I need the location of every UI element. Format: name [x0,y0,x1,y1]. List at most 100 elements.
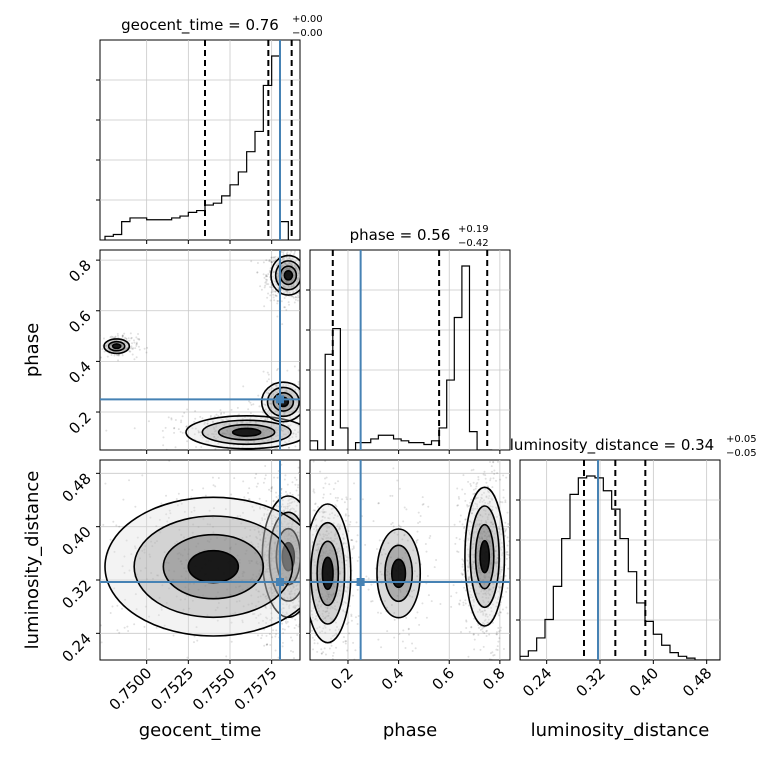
sample-point [100,641,103,644]
sample-point [281,567,284,570]
xlabel-luminosity-distance: luminosity_distance [531,720,710,741]
sample-point [321,559,324,562]
sample-point [482,592,485,595]
sample-point [293,407,296,410]
sample-point [285,384,288,387]
sample-point [367,577,370,580]
sample-point [480,590,483,593]
sample-point [485,613,488,616]
sample-point [288,533,291,536]
sample-point [288,504,291,507]
sample-point [325,615,328,618]
sample-point [416,530,419,533]
sample-point [288,396,291,399]
sample-point [335,646,338,649]
sample-point [242,385,245,388]
sample-point [468,531,471,534]
sample-point [263,276,266,279]
sample-point [117,354,120,357]
sample-point [281,265,284,268]
sample-point [318,598,321,601]
sample-point [301,259,303,261]
sample-point [257,436,260,439]
sample-point [230,493,233,496]
sample-point [325,610,328,613]
sample-point [280,487,283,490]
sample-point [294,260,297,263]
sample-point [319,554,322,557]
sample-point [346,508,349,511]
sample-point [342,610,345,613]
sample-point [331,607,334,610]
sample-point [260,416,263,419]
sample-point [276,434,279,437]
sample-point [302,566,304,568]
sample-point [112,520,115,523]
sample-point [338,572,341,575]
sample-point [487,661,489,663]
sample-point [292,536,295,539]
sample-point [326,552,329,555]
sample-point [281,525,284,528]
sample-point [273,567,276,570]
sample-point [270,612,273,615]
sample-point [314,507,316,509]
sample-point [274,546,277,549]
sample-point [478,567,481,570]
sample-point [335,567,338,570]
sample-point [291,279,294,282]
sample-point [345,590,348,593]
sample-point [125,337,128,340]
sample-point [347,621,350,624]
sample-point [398,487,401,490]
sample-point [281,274,284,277]
sample-point [297,261,300,264]
sample-point [229,593,232,596]
sample-point [471,543,474,546]
sample-point [492,586,495,589]
sample-point [150,540,153,543]
sample-point [269,587,272,590]
sample-point [249,420,252,423]
sample-point [194,410,197,413]
sample-point [329,598,332,601]
sample-point [335,625,338,628]
sample-point [269,402,272,405]
sample-point [177,492,180,495]
sample-point [493,469,496,472]
sample-point [291,436,294,439]
sample-point [178,551,181,554]
sample-point [281,257,284,260]
sample-point [300,511,302,513]
sample-point [496,455,498,457]
sample-point [266,553,269,556]
sample-point [482,613,485,616]
sample-point [255,485,258,488]
sample-point [304,613,306,615]
sample-point [291,245,293,247]
sample-point [290,501,293,504]
sample-point [494,562,497,565]
sample-point [476,505,479,508]
sample-point [381,553,384,556]
sample-point [282,407,285,410]
sample-point [333,576,336,579]
sample-point [487,600,490,603]
sample-point [128,479,131,482]
sample-point [265,570,268,573]
sample-point [409,566,412,569]
sample-point [286,280,289,283]
sample-point [344,542,347,545]
sample-point [249,417,252,420]
sample-point [130,336,133,339]
sample-point [297,557,300,560]
sample-point [318,599,321,602]
sample-point [304,552,306,554]
sample-point [275,516,278,519]
sample-point [287,292,290,295]
sample-point [322,515,325,518]
sample-point [344,640,347,643]
sample-point [294,560,297,563]
sample-point [234,660,236,662]
sample-point [95,530,97,532]
